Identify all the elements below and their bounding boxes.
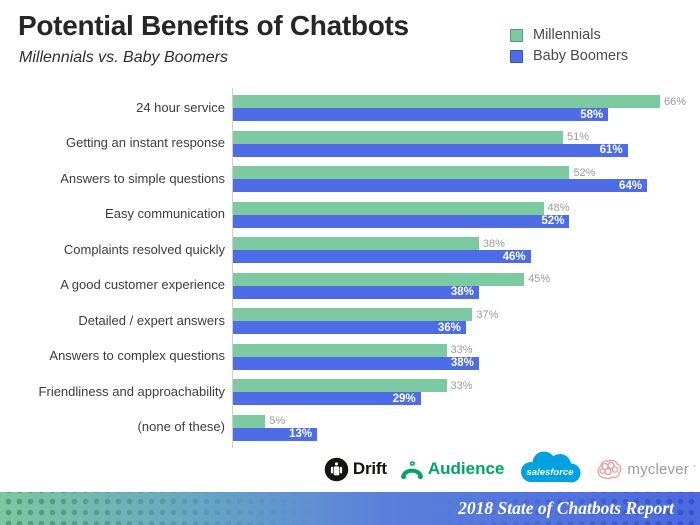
- myclever-logo-text: myclever: [627, 460, 689, 478]
- baby-boomers-bar: 52%: [233, 214, 570, 228]
- legend-label: Millennials: [533, 27, 601, 43]
- value-label: 33%: [450, 344, 473, 356]
- chart-row: Friendliness and approachability 33% 29%: [0, 379, 700, 405]
- report-banner: 2018 State of Chatbots Report: [0, 492, 700, 525]
- myclever-brain-icon: [597, 459, 622, 480]
- category-label: (none of these): [137, 419, 225, 435]
- value-label: 38%: [450, 357, 474, 369]
- millennials-bar: 52%: [233, 166, 595, 179]
- chart-row: Complaints resolved quickly 38% 46%: [0, 237, 700, 263]
- page-subtitle: Millennials vs. Baby Boomers: [19, 49, 228, 66]
- millennials-bar: 37%: [233, 308, 498, 321]
- y-axis-line: [232, 88, 233, 448]
- value-label: 52%: [541, 215, 565, 227]
- salesforce-logo-text: salesforce: [527, 467, 575, 478]
- millennials-bar: 48%: [233, 201, 570, 215]
- myclever-logo: myclever ˇ: [596, 457, 696, 481]
- legend-item-baby-boomers: Baby Boomers: [510, 48, 628, 64]
- audience-logo: Audience: [400, 459, 505, 480]
- audience-logo-text: Audience: [427, 459, 505, 478]
- banner-dots-left-icon: [0, 492, 336, 525]
- baby-boomers-bar: 61%: [233, 143, 628, 157]
- category-label: Detailed / expert answers: [78, 312, 225, 328]
- baby-boomers-bar: 64%: [233, 179, 648, 192]
- value-label: 51%: [566, 131, 589, 143]
- value-label: 48%: [547, 202, 570, 214]
- category-label: Easy communication: [105, 206, 225, 222]
- chart-row: Answers to simple questions 52% 64%: [0, 166, 700, 192]
- page-title: Potential Benefits of Chatbots: [18, 10, 409, 41]
- value-label: 5%: [269, 415, 286, 427]
- value-label: 61%: [599, 144, 623, 156]
- millennials-bar: 66%: [233, 95, 686, 108]
- salesforce-cloud-icon: salesforce: [521, 451, 581, 483]
- baby-boomers-bar: 38%: [233, 285, 479, 299]
- chart-row: A good customer experience 45% 38%: [0, 272, 700, 299]
- baby-boomers-bar: 58%: [233, 108, 609, 121]
- salesforce-logo: salesforce: [517, 449, 583, 489]
- baby-boomers-bar: 13%: [233, 427, 318, 441]
- chart-legend: Millennials Baby Boomers: [510, 27, 628, 69]
- value-label: 37%: [476, 308, 499, 321]
- banner-title: 2018 State of Chatbots Report: [458, 498, 674, 518]
- chart-row: Detailed / expert answers 37% 36%: [0, 308, 700, 334]
- chart-row: Getting an instant response 51% 61%: [0, 130, 700, 157]
- bar-chart: 24 hour service 66% 58% Getting an instant …: [0, 95, 700, 450]
- category-label: Complaints resolved quickly: [63, 241, 225, 257]
- sponsor-logos: Drift Audience salesforce: [324, 449, 696, 489]
- legend-label: Baby Boomers: [533, 48, 629, 64]
- value-label: 52%: [573, 166, 596, 179]
- millennials-bar: 5%: [233, 414, 285, 428]
- category-label: 24 hour service: [136, 99, 225, 115]
- chart-row: Easy communication 48% 52%: [0, 201, 700, 228]
- millennials-bar: 33%: [233, 379, 473, 392]
- legend-item-millennials: Millennials: [510, 27, 628, 43]
- category-label: Answers to simple questions: [60, 170, 225, 186]
- chart-row: Answers to complex questions 33% 38%: [0, 343, 700, 370]
- chart-row: 24 hour service 66% 58%: [0, 95, 700, 121]
- myclever-trademark-icon: ˇ: [693, 464, 696, 474]
- value-label: 29%: [392, 392, 416, 405]
- value-label: 45%: [528, 273, 551, 285]
- drift-robot-icon: [324, 457, 349, 481]
- baby-boomers-bar: 36%: [233, 321, 466, 334]
- baby-boomers-swatch-icon: [510, 49, 523, 63]
- category-label: Answers to complex questions: [49, 348, 225, 364]
- drift-logo-text: Drift: [352, 459, 387, 478]
- audience-monkey-icon: [400, 460, 423, 479]
- baby-boomers-bar: 29%: [233, 392, 421, 405]
- category-label: Friendliness and approachability: [38, 383, 225, 399]
- chart-row: (none of these) 5% 13%: [0, 414, 700, 441]
- value-label: 46%: [502, 250, 526, 263]
- category-label: A good customer experience: [60, 277, 225, 293]
- baby-boomers-bar: 38%: [233, 356, 479, 370]
- value-label: 66%: [664, 95, 687, 108]
- category-label: Getting an instant response: [66, 135, 225, 151]
- millennials-swatch-icon: [510, 28, 523, 42]
- value-label: 58%: [580, 108, 604, 121]
- value-label: 13%: [289, 428, 313, 440]
- value-label: 64%: [619, 179, 643, 192]
- millennials-bar: 45%: [233, 272, 550, 286]
- banner-dots-right-icon: [420, 492, 700, 525]
- value-label: 36%: [437, 321, 461, 334]
- value-label: 38%: [482, 237, 505, 250]
- millennials-bar: 51%: [233, 130, 589, 144]
- value-label: 33%: [450, 379, 473, 392]
- drift-logo: Drift: [324, 457, 387, 482]
- value-label: 38%: [450, 286, 474, 298]
- millennials-bar: 33%: [233, 343, 473, 357]
- millennials-bar: 38%: [233, 237, 505, 250]
- baby-boomers-bar: 46%: [233, 250, 531, 263]
